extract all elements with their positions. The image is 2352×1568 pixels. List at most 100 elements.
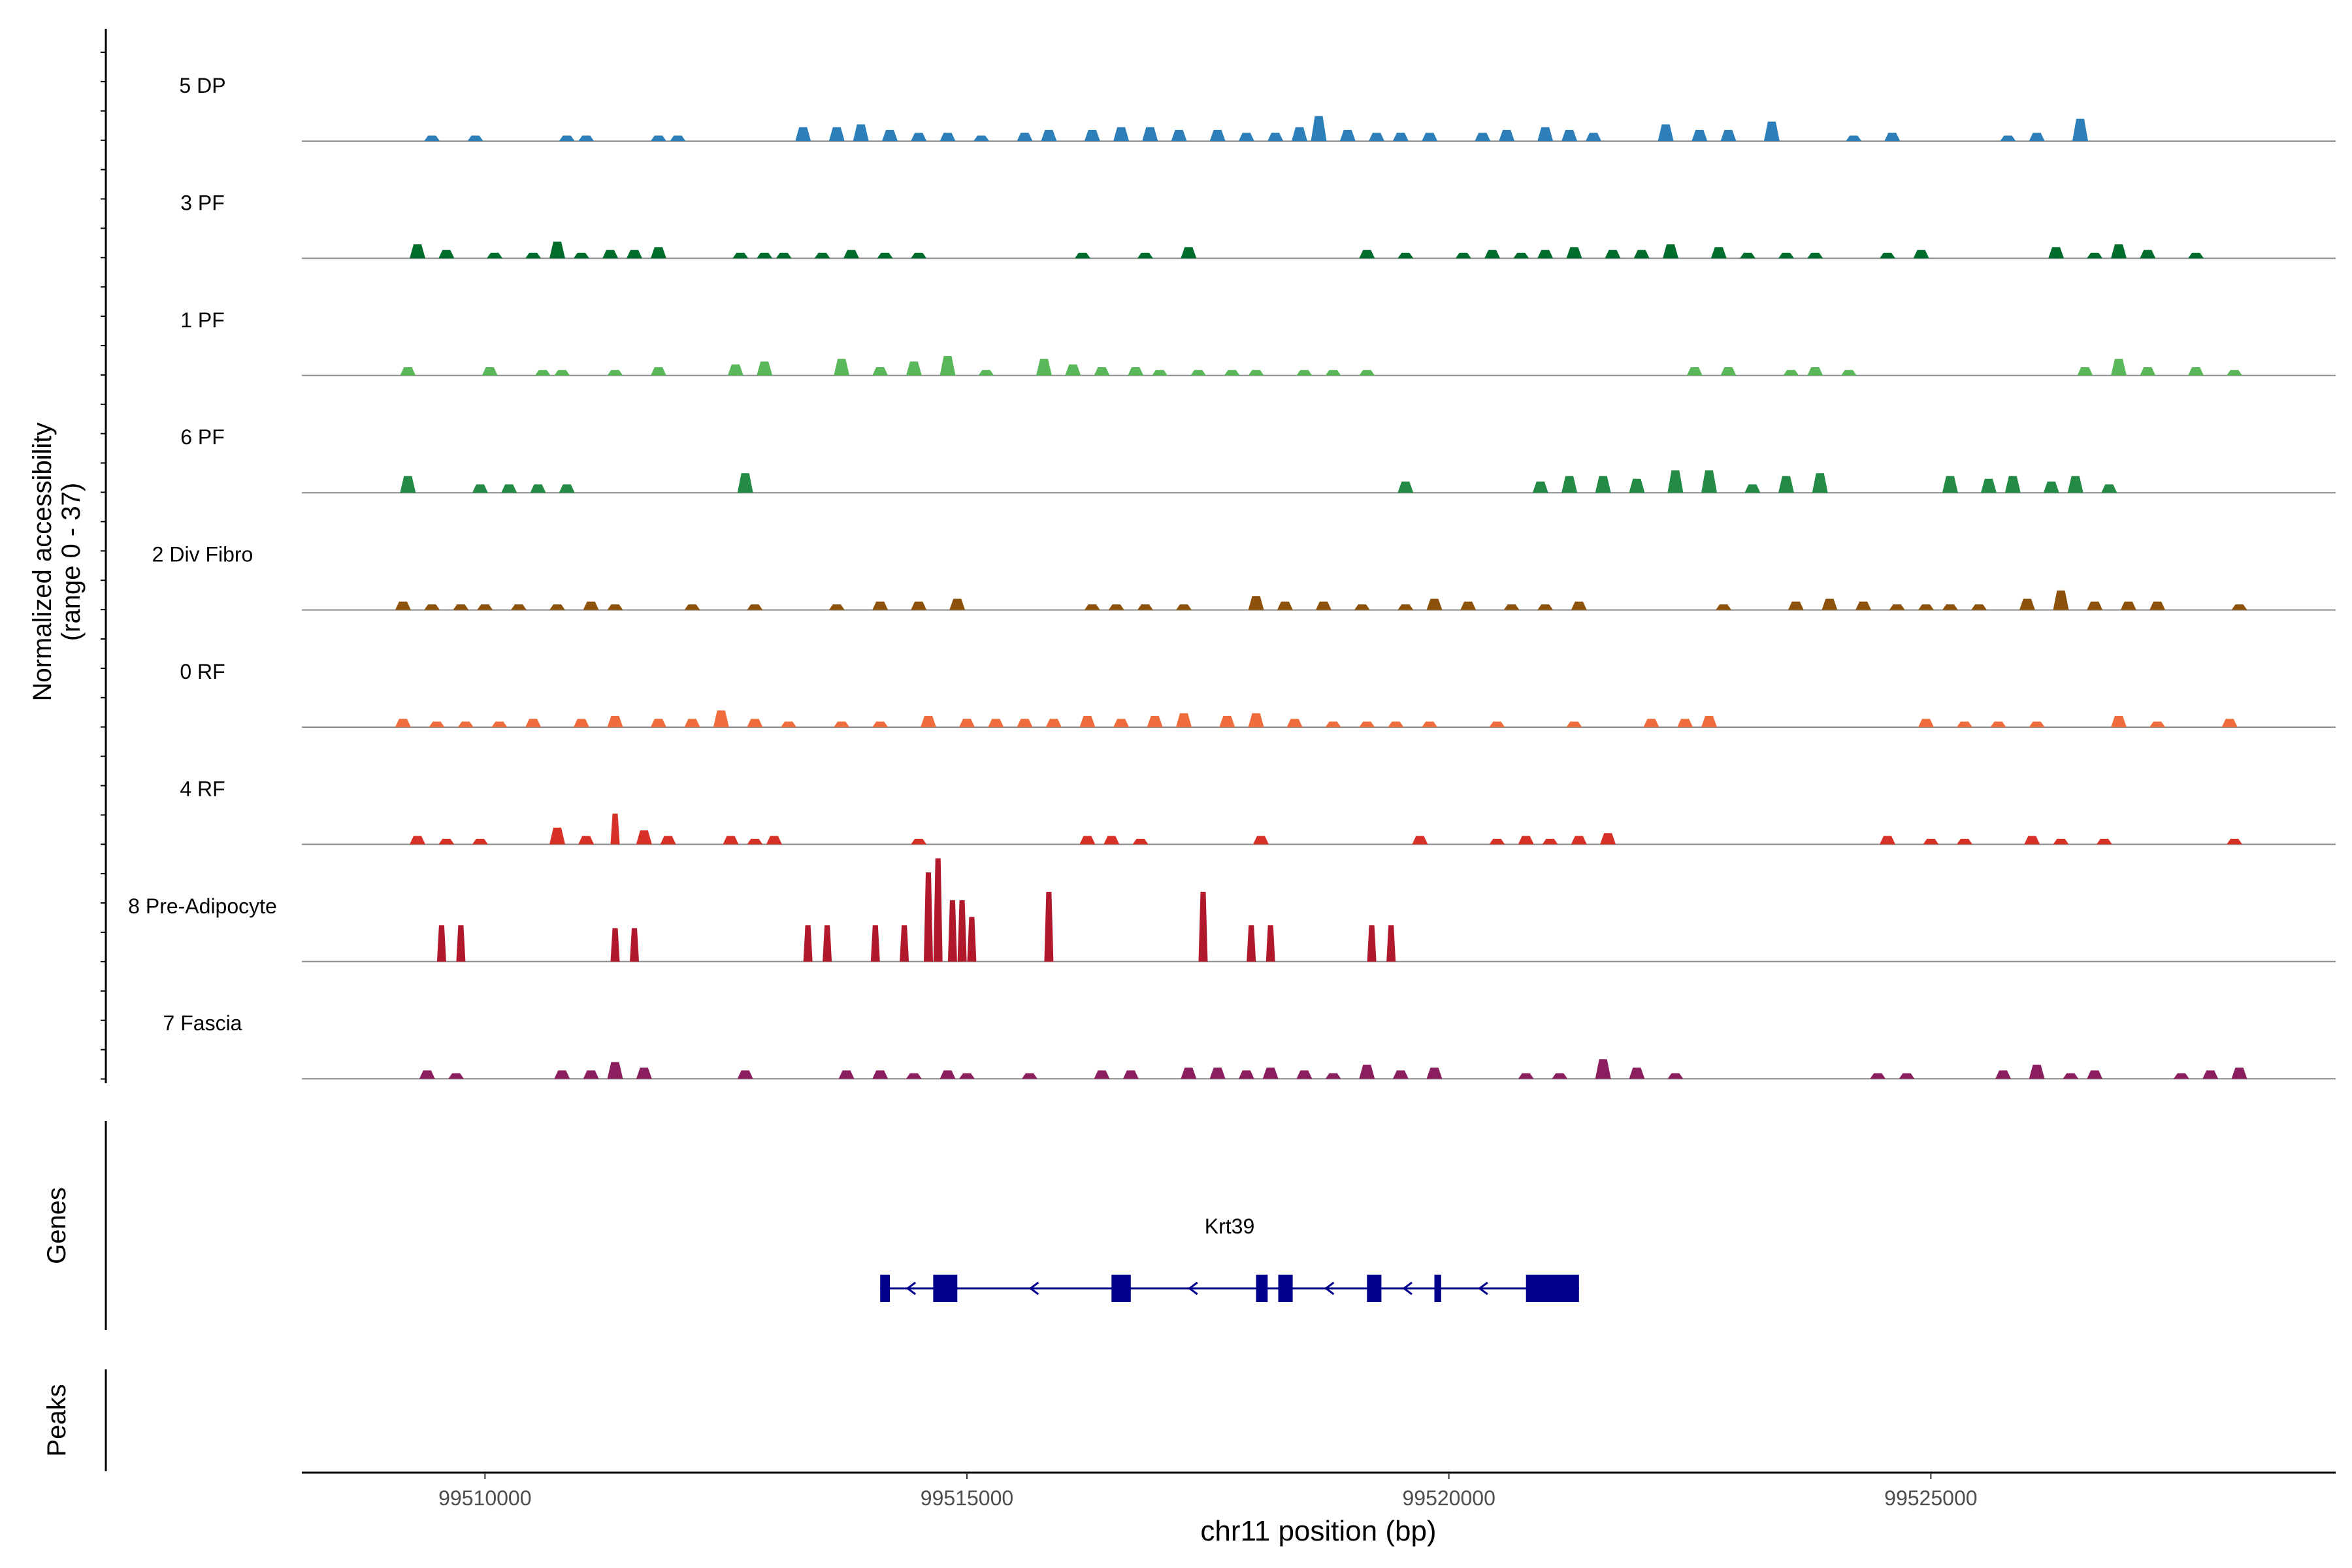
coverage-peak bbox=[1044, 892, 1054, 962]
coverage-peak bbox=[424, 604, 440, 610]
strand-arrow-icon bbox=[1188, 1281, 1198, 1296]
coverage-peak bbox=[1629, 478, 1645, 493]
coverage-peak bbox=[872, 1070, 889, 1079]
coverage-peak bbox=[573, 252, 589, 259]
x-axis-title: chr11 position (bp) bbox=[1200, 1515, 1436, 1547]
coverage-peak bbox=[1367, 925, 1377, 962]
gene-exon bbox=[1278, 1275, 1293, 1302]
coverage-peak bbox=[1412, 836, 1428, 845]
coverage-peak bbox=[1537, 127, 1554, 141]
coverage-peak bbox=[1532, 482, 1548, 493]
coverage-peak bbox=[607, 604, 623, 610]
coverage-peak bbox=[627, 250, 642, 259]
coverage-peak bbox=[933, 858, 943, 962]
coverage-peak bbox=[1359, 370, 1375, 376]
gene-exon bbox=[933, 1275, 958, 1302]
coverage-peak bbox=[1277, 601, 1293, 610]
coverage-peak bbox=[2087, 252, 2103, 259]
coverage-peak bbox=[636, 1068, 652, 1079]
coverage-peak bbox=[1248, 370, 1264, 376]
coverage-peak bbox=[1537, 604, 1554, 610]
coverage-peak bbox=[1537, 250, 1554, 259]
coverage-peak bbox=[872, 721, 889, 727]
coverage-peak bbox=[1426, 598, 1443, 610]
coverage-peak bbox=[872, 601, 889, 610]
coverage-peak bbox=[1176, 604, 1192, 610]
coverage-peak bbox=[1846, 135, 1862, 141]
coverage-peak bbox=[457, 721, 474, 727]
x-tick-label: 99515000 bbox=[921, 1486, 1013, 1510]
coverage-peak bbox=[660, 836, 676, 845]
coverage-peak bbox=[2029, 1064, 2045, 1079]
coverage-peak bbox=[2149, 601, 2166, 610]
coverage-peak bbox=[1171, 129, 1187, 141]
coverage-peak bbox=[650, 247, 666, 259]
track-2: 1 PF bbox=[180, 308, 2336, 376]
coverage-peak bbox=[525, 719, 542, 727]
coverage-peak bbox=[2221, 719, 2238, 727]
coverage-peak bbox=[1103, 836, 1120, 845]
coverage-peak bbox=[939, 133, 956, 141]
coverage-peak bbox=[1455, 252, 1471, 259]
coverage-peak bbox=[1238, 1070, 1254, 1079]
coverage-peak bbox=[684, 719, 700, 727]
coverage-peak bbox=[472, 484, 488, 493]
coverage-peak bbox=[1181, 1068, 1197, 1079]
coverage-peak bbox=[1484, 250, 1501, 259]
coverage-peak bbox=[549, 241, 565, 259]
coverage-peak bbox=[453, 604, 469, 610]
coverage-peak bbox=[578, 135, 595, 141]
coverage-peak bbox=[2053, 590, 2069, 610]
coverage-peak bbox=[2067, 476, 2083, 493]
coverage-peak bbox=[1190, 370, 1207, 376]
coverage-peak bbox=[843, 250, 859, 259]
coverage-peak bbox=[1942, 476, 1958, 493]
coverage-peak bbox=[1720, 129, 1737, 141]
coverage-peak bbox=[1971, 604, 1987, 610]
coverage-peak bbox=[2111, 715, 2127, 727]
coverage-peak bbox=[2149, 721, 2166, 727]
coverage-peak bbox=[1667, 1073, 1684, 1079]
coverage-peak bbox=[1388, 721, 1404, 727]
coverage-peak bbox=[1821, 598, 1838, 610]
coverage-peak bbox=[1691, 129, 1708, 141]
coverage-peak bbox=[1021, 1073, 1037, 1079]
track-label: 2 Div Fibro bbox=[152, 543, 253, 566]
coverage-peak bbox=[1995, 1070, 2011, 1079]
coverage-peak bbox=[757, 252, 773, 259]
coverage-peak bbox=[1219, 715, 1235, 727]
coverage-peak bbox=[921, 715, 936, 727]
coverage-tracks: 5 DP 3 PF 1 PF 6 PF 2 Div Fibro 0 RF 4 RF 8 Pre… bbox=[128, 74, 2336, 1080]
coverage-peak bbox=[1552, 1073, 1568, 1079]
coverage-peak bbox=[1386, 925, 1396, 962]
coverage-peak bbox=[2029, 721, 2045, 727]
coverage-peak bbox=[2087, 1070, 2103, 1079]
coverage-peak bbox=[2173, 1073, 2189, 1079]
coverage-peak bbox=[2043, 482, 2059, 493]
coverage-peak bbox=[1094, 1070, 1110, 1079]
peaks-track-label: Peaks bbox=[42, 1384, 71, 1456]
strand-arrow-icon bbox=[906, 1281, 917, 1296]
gene-exon bbox=[1256, 1275, 1268, 1302]
coverage-peak bbox=[1426, 1068, 1443, 1079]
coverage-peak bbox=[1778, 252, 1794, 259]
coverage-peak bbox=[939, 355, 956, 376]
track-7: 8 Pre-Adipocyte bbox=[128, 858, 2336, 962]
coverage-peak bbox=[1017, 719, 1033, 727]
x-tick-label: 99525000 bbox=[1884, 1486, 1977, 1510]
coverage-peak bbox=[1600, 833, 1616, 845]
coverage-peak bbox=[1701, 470, 1717, 493]
coverage-peak bbox=[1561, 129, 1578, 141]
coverage-peak bbox=[1253, 836, 1269, 845]
coverage-peak bbox=[477, 604, 493, 610]
coverage-peak bbox=[757, 361, 773, 376]
coverage-peak bbox=[2111, 244, 2127, 259]
coverage-peak bbox=[872, 367, 889, 376]
coverage-peak bbox=[737, 1070, 753, 1079]
coverage-peak bbox=[882, 129, 898, 141]
coverage-peak bbox=[549, 604, 565, 610]
coverage-peak bbox=[491, 721, 508, 727]
coverage-peak bbox=[2004, 476, 2021, 493]
track-4: 2 Div Fibro bbox=[152, 543, 2336, 611]
